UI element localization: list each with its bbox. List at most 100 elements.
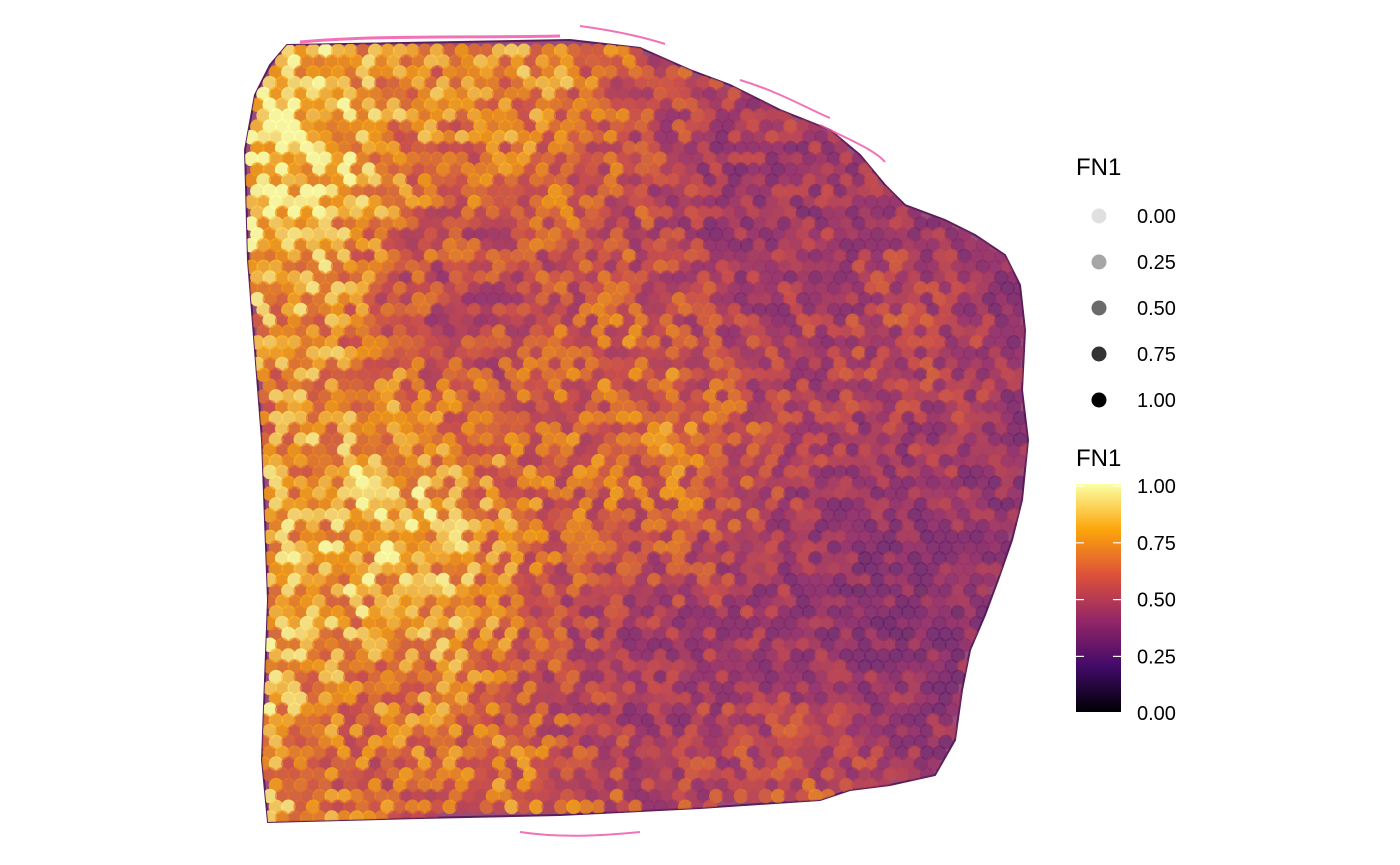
spot xyxy=(727,475,743,491)
spot xyxy=(274,788,290,804)
spot xyxy=(876,216,891,231)
spot xyxy=(913,518,929,534)
spot xyxy=(715,367,730,383)
spot xyxy=(696,270,712,285)
spot xyxy=(423,486,439,501)
spot xyxy=(919,227,935,242)
spot xyxy=(708,399,724,415)
spot xyxy=(746,335,761,350)
spot xyxy=(690,561,705,577)
spot xyxy=(894,378,910,393)
spot xyxy=(839,237,854,253)
spot xyxy=(597,464,612,480)
spot xyxy=(318,540,333,555)
debris-strand xyxy=(819,124,886,163)
spot xyxy=(801,281,817,296)
spot xyxy=(268,583,284,599)
spot xyxy=(789,713,805,728)
spot xyxy=(498,659,513,674)
spot xyxy=(374,486,389,501)
spot xyxy=(367,237,383,253)
spot xyxy=(473,183,488,199)
spot xyxy=(361,486,377,501)
spot xyxy=(454,777,470,793)
spot xyxy=(529,151,544,167)
spot xyxy=(609,54,625,69)
spot xyxy=(690,756,705,771)
spot xyxy=(498,97,513,113)
spot xyxy=(299,313,315,329)
spot xyxy=(504,713,519,728)
spot xyxy=(262,97,278,113)
spot xyxy=(913,583,929,599)
spot xyxy=(529,734,544,750)
spot xyxy=(901,432,916,447)
spot xyxy=(479,691,495,707)
spot xyxy=(386,183,402,199)
colorbar-label: 1.00 xyxy=(1137,476,1176,498)
spot xyxy=(411,529,426,545)
spot xyxy=(615,626,631,642)
spot xyxy=(541,302,557,318)
spot xyxy=(733,248,749,264)
spot xyxy=(522,227,538,242)
spot xyxy=(485,227,501,242)
spot xyxy=(665,626,681,642)
spot xyxy=(659,119,674,134)
spot xyxy=(336,54,352,69)
spot xyxy=(256,345,271,361)
spot xyxy=(318,734,333,750)
spot xyxy=(566,713,581,728)
spot xyxy=(256,129,271,145)
spot xyxy=(603,605,619,620)
spot xyxy=(274,227,290,242)
spot xyxy=(969,313,984,329)
spot xyxy=(250,313,265,329)
spot xyxy=(721,97,736,113)
spot xyxy=(801,432,817,447)
spot xyxy=(795,183,811,199)
spot xyxy=(541,65,557,80)
spot xyxy=(684,399,699,415)
spot xyxy=(460,227,476,242)
spot xyxy=(553,583,569,599)
spot xyxy=(318,605,333,620)
spot xyxy=(392,43,408,59)
spot xyxy=(876,713,891,728)
spot xyxy=(944,551,960,566)
spot xyxy=(857,767,873,782)
spot xyxy=(268,281,284,296)
spot xyxy=(597,140,612,156)
spot xyxy=(882,572,898,588)
spot xyxy=(467,324,482,339)
spot xyxy=(677,410,693,426)
spot xyxy=(460,119,476,134)
spot xyxy=(448,723,464,739)
spot xyxy=(932,399,947,415)
spot xyxy=(783,594,798,609)
spot xyxy=(727,216,743,231)
spot xyxy=(721,507,736,523)
spot xyxy=(305,43,321,59)
spot xyxy=(789,561,805,577)
spot xyxy=(870,723,885,739)
spot xyxy=(876,194,891,210)
spot xyxy=(777,475,792,491)
spot xyxy=(547,680,563,696)
spot xyxy=(479,324,495,339)
spot xyxy=(764,626,780,642)
spot xyxy=(963,389,978,404)
spot xyxy=(789,410,805,426)
spot xyxy=(814,389,829,404)
spot xyxy=(708,97,724,113)
spot xyxy=(944,615,960,631)
spot xyxy=(287,75,302,91)
spot xyxy=(510,443,526,458)
spot xyxy=(448,313,464,329)
spot xyxy=(820,183,836,199)
spot xyxy=(454,691,470,707)
spot xyxy=(808,745,823,761)
spot xyxy=(281,237,296,253)
spot xyxy=(318,475,333,491)
spot xyxy=(634,637,650,653)
